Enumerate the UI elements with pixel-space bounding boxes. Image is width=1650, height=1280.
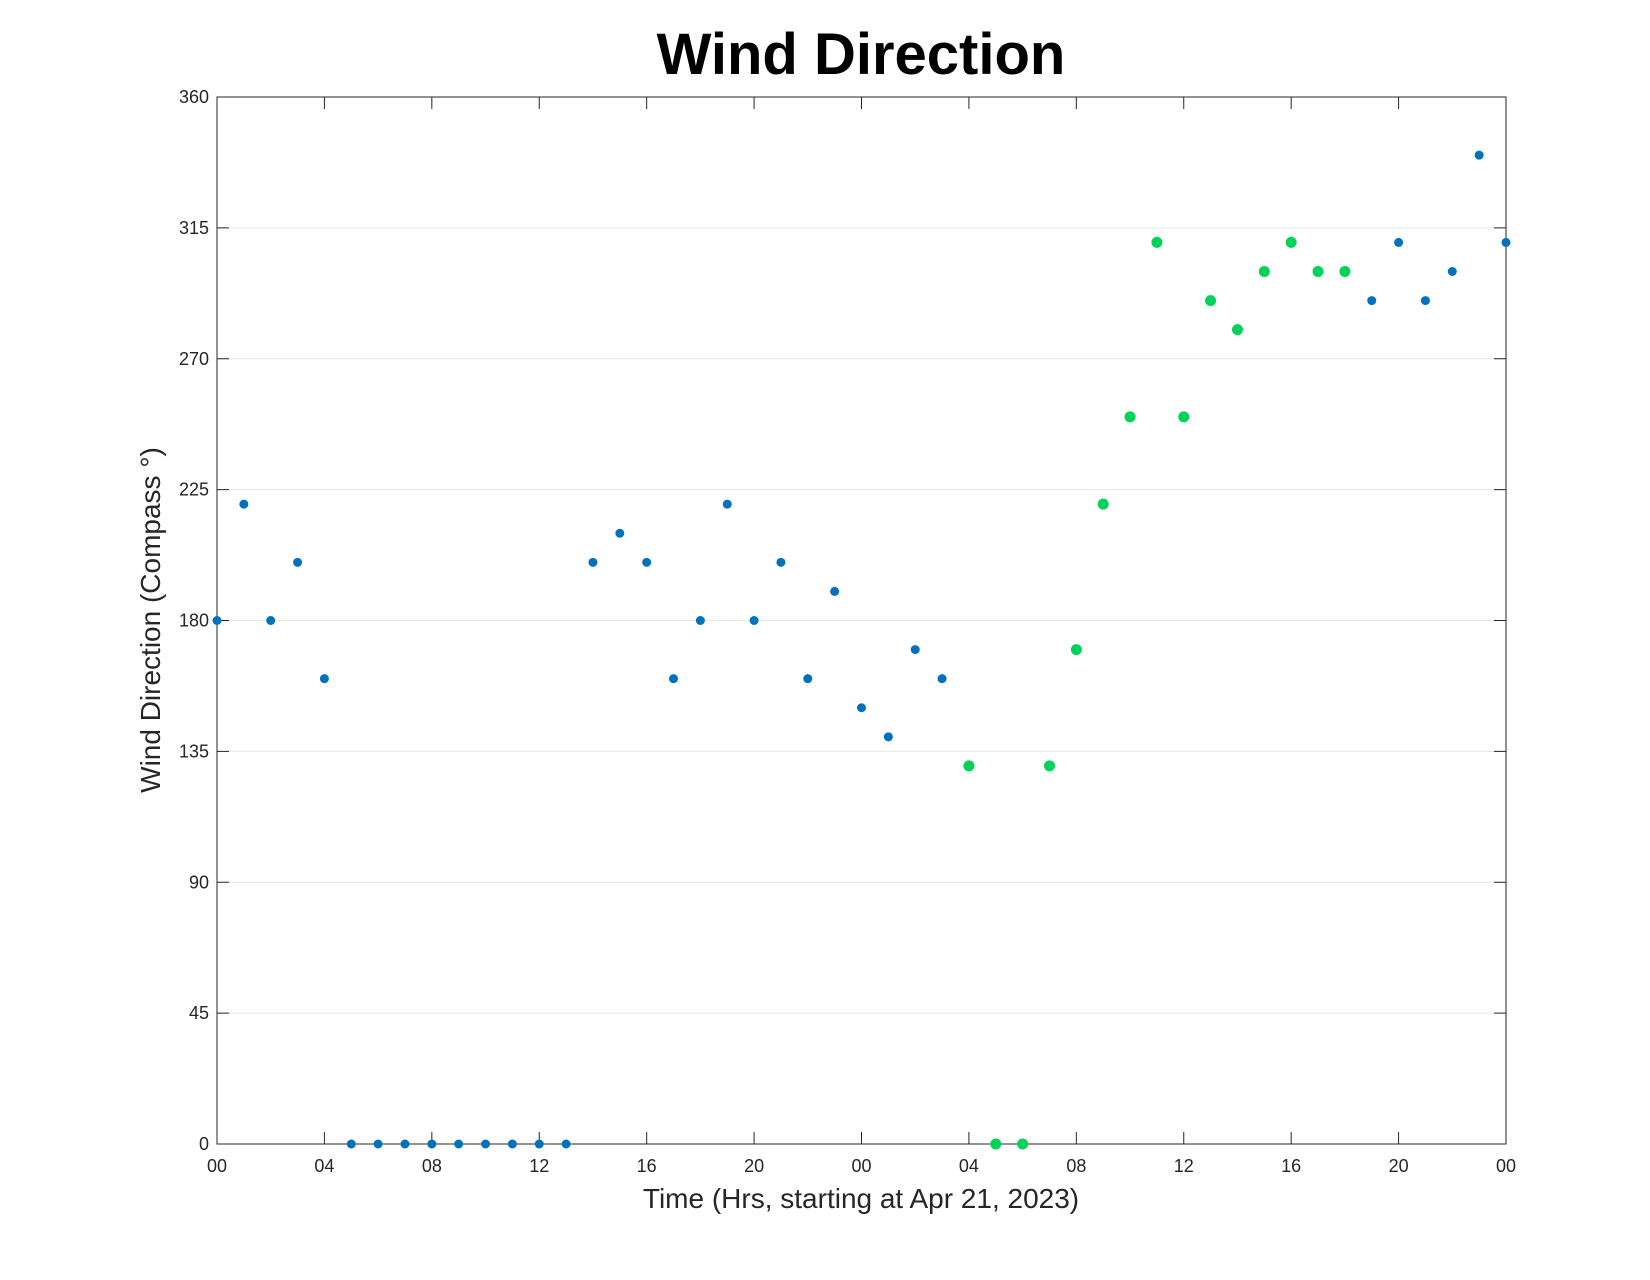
data-point <box>1501 237 1511 247</box>
data-point <box>454 1139 464 1149</box>
y-tick-label: 135 <box>179 741 209 761</box>
data-point <box>1394 237 1404 247</box>
x-tick-label: 20 <box>1389 1156 1409 1176</box>
y-tick-label: 45 <box>189 1003 209 1023</box>
data-point <box>963 760 975 772</box>
data-point <box>749 616 759 625</box>
gridlines <box>217 227 1506 1014</box>
data-point <box>1043 760 1055 772</box>
data-point <box>1339 266 1351 277</box>
y-tick-label: 315 <box>179 218 209 238</box>
data-point <box>293 557 303 567</box>
y-tick-label: 225 <box>179 480 209 500</box>
y-tick-label: 270 <box>179 349 209 369</box>
data-point <box>1124 411 1136 423</box>
x-tick-label: 20 <box>744 1156 764 1176</box>
data-point <box>1151 236 1163 248</box>
data-point <box>346 1139 356 1149</box>
data-point <box>212 616 222 625</box>
data-point <box>373 1139 383 1149</box>
data-point <box>400 1139 410 1149</box>
data-point <box>1178 411 1190 423</box>
axis-ticks: 0 45 90 135 180 225 270 315 360 00 04 08 12 16 20 00 04 0… <box>179 87 1516 1176</box>
data-point <box>266 616 276 625</box>
data-point <box>239 499 249 509</box>
data-point <box>990 1138 1002 1150</box>
data-point <box>507 1139 517 1149</box>
data-point <box>857 703 866 713</box>
data-point <box>695 616 705 625</box>
y-tick-label: 0 <box>199 1134 209 1154</box>
data-point <box>910 645 920 655</box>
y-axis-label: Wind Direction (Compass °) <box>135 447 166 793</box>
data-point <box>1312 266 1324 277</box>
data-point <box>427 1139 437 1149</box>
data-point <box>561 1139 571 1149</box>
data-point <box>534 1139 544 1149</box>
data-point <box>1285 236 1297 248</box>
x-tick-label: 08 <box>1066 1156 1086 1176</box>
data-point <box>776 557 786 567</box>
x-tick-label: 00 <box>851 1156 871 1176</box>
data-point <box>319 674 329 684</box>
data-point <box>830 586 840 596</box>
series-2 <box>963 236 1351 1150</box>
data-point <box>1097 498 1109 510</box>
data-point <box>1070 644 1082 656</box>
data-point <box>937 674 947 684</box>
data-point <box>883 732 893 742</box>
y-tick-label: 90 <box>189 872 209 892</box>
data-point <box>481 1139 491 1149</box>
data-point <box>803 674 813 684</box>
data-point <box>615 528 625 538</box>
data-point <box>1231 324 1243 336</box>
x-tick-label: 04 <box>314 1156 334 1176</box>
data-point <box>669 674 679 684</box>
y-tick-label: 180 <box>179 611 209 631</box>
x-tick-label: 08 <box>422 1156 442 1176</box>
data-points <box>212 150 1511 1150</box>
data-point <box>1017 1138 1029 1150</box>
data-point <box>642 557 652 567</box>
x-tick-label: 00 <box>207 1156 227 1176</box>
data-point <box>1420 296 1430 306</box>
data-point <box>1447 267 1457 276</box>
data-point <box>1474 150 1484 160</box>
data-point <box>588 557 598 567</box>
x-tick-label: 16 <box>1281 1156 1301 1176</box>
data-point <box>1367 296 1377 306</box>
data-point <box>1205 295 1217 307</box>
x-tick-label: 00 <box>1496 1156 1516 1176</box>
x-tick-label: 04 <box>959 1156 979 1176</box>
x-tick-label: 12 <box>529 1156 549 1176</box>
x-tick-label: 16 <box>637 1156 657 1176</box>
data-point <box>1258 266 1270 277</box>
series-1 <box>212 150 1511 1149</box>
y-tick-label: 360 <box>179 87 209 107</box>
x-tick-label: 12 <box>1174 1156 1194 1176</box>
x-axis-label: Time (Hrs, starting at Apr 21, 2023) <box>643 1183 1079 1214</box>
data-point <box>722 499 732 509</box>
chart-title: Wind Direction <box>657 22 1066 87</box>
